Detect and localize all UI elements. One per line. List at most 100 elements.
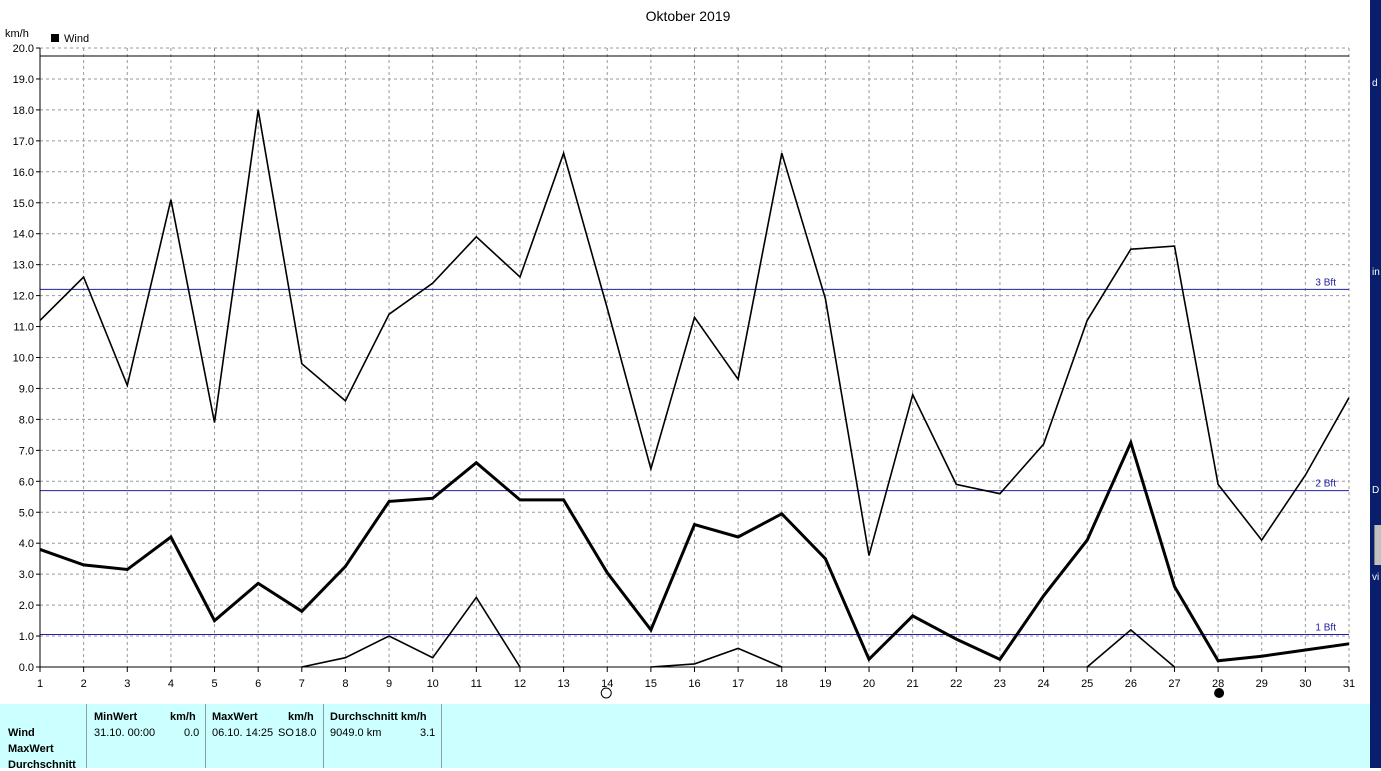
y-tick-label: 9.0: [19, 383, 34, 395]
x-tick-label: 3: [124, 678, 130, 690]
moon-phase-markers: [600, 687, 1225, 699]
column-separator: [323, 704, 324, 768]
x-tick-label: 17: [732, 678, 744, 690]
x-tick-label: 2: [81, 678, 87, 690]
column-separator: [86, 704, 87, 768]
y-tick-label: 16.0: [13, 167, 34, 179]
x-tick-label: 30: [1299, 678, 1311, 690]
min-header: MinWert: [94, 711, 138, 723]
x-tick-label: 4: [168, 678, 174, 690]
x-tick-label: 25: [1081, 678, 1093, 690]
avg-header: Durchschnitt km/h: [330, 711, 427, 723]
statistics-panel: Wind MaxWert Durchschnitt MinWert km/h 3…: [0, 704, 1370, 771]
y-tick-labels: 0.0 1.0 2.0 3.0 4.0 5.0 6.0 7.0 8.0 9.0 10.0 11.0 12…: [13, 43, 34, 674]
max-direction: SO: [278, 727, 294, 739]
y-tick-label: 12.0: [13, 291, 34, 303]
column-separator: [441, 704, 442, 768]
side-letter: vi: [1372, 572, 1380, 583]
row-label-durchschnitt: Durchschnitt: [8, 759, 76, 771]
grid: [40, 47, 1350, 667]
y-tick-label: 3.0: [19, 569, 34, 581]
x-tick-labels: 1 2 3 4 5 6 7 8 9 10 11 12 13 14 15 16 17 18 19 20 21 22 23 24 2…: [37, 678, 1355, 690]
y-tick-label: 2.0: [19, 600, 34, 612]
max-unit: km/h: [288, 711, 314, 723]
column-separator: [205, 704, 206, 768]
beaufort-reference-lines: 3 Bft 2 Bft 1 Bft: [40, 277, 1349, 636]
scrollbar-thumb[interactable]: [1374, 525, 1381, 565]
max-header: MaxWert: [212, 711, 258, 723]
avg-distance: 9049.0 km: [330, 727, 382, 739]
x-tick-label: 19: [819, 678, 831, 690]
x-tick-label: 18: [776, 678, 788, 690]
y-tick-label: 4.0: [19, 538, 34, 550]
y-tick-label: 20.0: [13, 43, 34, 55]
y-tick-label: 15.0: [13, 198, 34, 210]
x-tick-label: 15: [645, 678, 657, 690]
x-tick-label: 10: [427, 678, 439, 690]
y-tick-label: 8.0: [19, 414, 34, 426]
y-tick-label: 7.0: [19, 445, 34, 457]
axes: [36, 47, 1350, 672]
wind-chart: 3 Bft 2 Bft 1 Bft 0.0 1.0 2.0 3.0 4.0 5.0 6.0 7.0…: [5, 8, 1356, 699]
x-tick-label: 28: [1212, 678, 1224, 690]
full-moon-icon: [600, 687, 612, 699]
reference-label: 3 Bft: [1315, 277, 1336, 288]
min-value: 0.0: [184, 727, 200, 739]
x-tick-label: 1: [37, 678, 43, 690]
x-tick-label: 12: [514, 678, 526, 690]
x-tick-label: 5: [211, 678, 217, 690]
y-tick-label: 11.0: [13, 322, 34, 334]
reference-label: 1 Bft: [1315, 623, 1336, 634]
y-tick-label: 13.0: [13, 260, 34, 272]
series-line-avg: [39, 438, 1350, 663]
x-tick-label: 21: [907, 678, 919, 690]
y-tick-label: 5.0: [19, 507, 34, 519]
y-tick-label: 17.0: [13, 136, 34, 148]
row-label-maxwert: MaxWert: [8, 743, 54, 755]
legend-label: Wind: [64, 33, 89, 45]
series-line-min: [650, 647, 783, 668]
x-tick-label: 6: [255, 678, 261, 690]
min-unit: km/h: [170, 711, 196, 723]
y-tick-label: 19.0: [13, 74, 34, 86]
series-line-min: [1086, 628, 1176, 668]
max-value: 18.0: [295, 727, 317, 739]
y-tick-label: 10.0: [13, 353, 34, 365]
side-letter: d: [1372, 78, 1378, 89]
x-tick-label: 7: [299, 678, 305, 690]
y-tick-label: 0.0: [19, 662, 34, 674]
new-moon-icon: [1214, 688, 1225, 698]
avg-value: 3.1: [420, 727, 436, 739]
row-label-wind: Wind: [8, 727, 35, 739]
y-tick-label: 6.0: [19, 476, 34, 488]
legend-swatch: [51, 34, 59, 42]
x-tick-label: 24: [1037, 678, 1049, 690]
x-tick-label: 22: [950, 678, 962, 690]
reference-label: 2 Bft: [1315, 479, 1336, 490]
x-tick-label: 27: [1168, 678, 1180, 690]
y-tick-label: 1.0: [19, 631, 34, 643]
max-when: 06.10. 14:25: [212, 727, 274, 739]
x-tick-label: 14: [601, 678, 613, 690]
side-letter: D: [1372, 485, 1380, 496]
side-letter: in: [1372, 267, 1380, 278]
x-tick-label: 31: [1343, 678, 1355, 690]
y-axis-unit: km/h: [5, 28, 29, 40]
x-tick-label: 8: [342, 678, 348, 690]
x-tick-label: 16: [688, 678, 700, 690]
min-when: 31.10. 00:00: [94, 727, 156, 739]
series-line-max: [39, 109, 1350, 556]
x-tick-label: 13: [557, 678, 569, 690]
y-tick-label: 18.0: [13, 105, 34, 117]
series-line-min: [301, 595, 521, 668]
x-tick-label: 26: [1125, 678, 1137, 690]
x-tick-label: 23: [994, 678, 1006, 690]
series-lines: [39, 109, 1350, 668]
y-tick-label: 14.0: [13, 229, 34, 241]
x-tick-label: 9: [386, 678, 392, 690]
x-tick-label: 29: [1256, 678, 1268, 690]
x-tick-label: 11: [471, 678, 482, 690]
chart-title: Oktober 2019: [646, 8, 731, 24]
background-window-strip: d in D vi: [1370, 0, 1381, 768]
x-tick-label: 20: [863, 678, 875, 690]
